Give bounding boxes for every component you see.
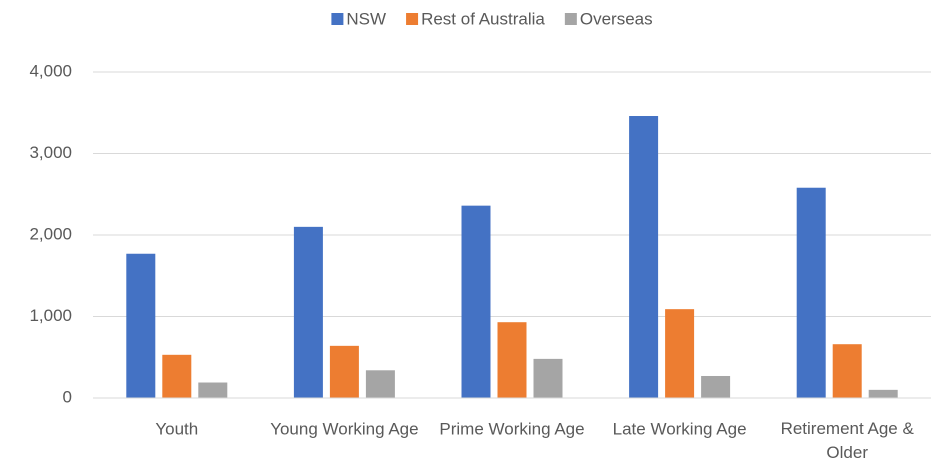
legend: NSW Rest of Australia Overseas — [331, 9, 653, 28]
bar — [461, 205, 491, 398]
x-tick-label: Prime Working Age — [439, 419, 584, 438]
y-tick-label: 3,000 — [29, 143, 72, 162]
legend-swatch — [331, 13, 344, 25]
y-tick-label: 2,000 — [29, 224, 72, 243]
legend-label: NSW — [346, 9, 386, 28]
bar — [796, 187, 826, 398]
legend-label: Overseas — [580, 9, 653, 28]
bar — [162, 354, 192, 398]
bar — [629, 116, 659, 398]
y-tick-label: 1,000 — [29, 306, 72, 325]
x-tick-label: Young Working Age — [270, 419, 418, 438]
bar — [533, 358, 563, 398]
y-tick-label: 4,000 — [29, 61, 72, 80]
y-tick-label: 0 — [63, 387, 72, 406]
bar — [198, 382, 228, 398]
bar — [329, 345, 359, 398]
x-tick-label: Late Working Age — [613, 419, 747, 438]
bar — [497, 322, 527, 398]
bar — [868, 389, 898, 398]
bar — [832, 344, 862, 398]
bar — [126, 253, 156, 398]
bar — [365, 370, 395, 398]
x-tick-label: Retirement Age & Older — [781, 419, 915, 462]
legend-label: Rest of Australia — [421, 9, 545, 28]
bar — [293, 226, 323, 398]
legend-swatch — [564, 13, 577, 25]
legend-swatch — [406, 13, 419, 25]
x-tick-label: Youth — [155, 419, 198, 438]
bar — [701, 375, 731, 398]
bar — [665, 309, 695, 398]
